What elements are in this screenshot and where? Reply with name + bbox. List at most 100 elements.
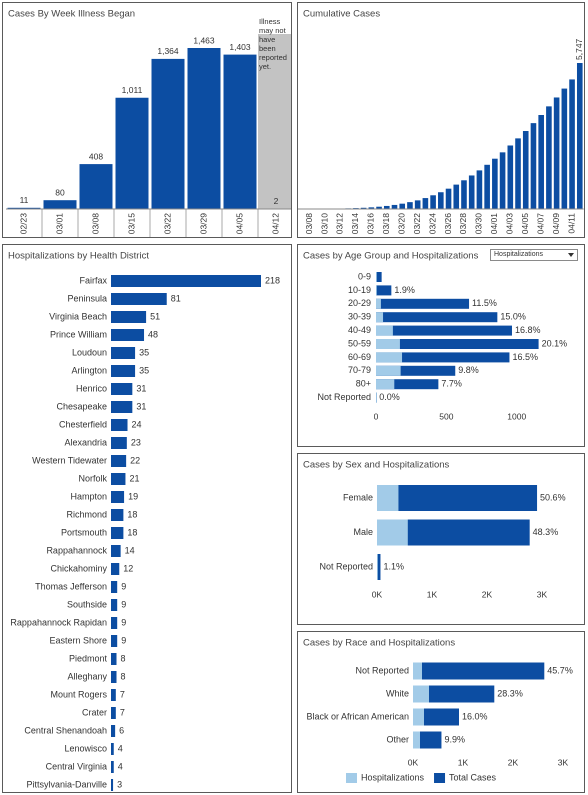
bar	[115, 97, 149, 209]
y-tick-label: Eastern Shore	[49, 635, 107, 645]
bar	[111, 293, 167, 305]
bar	[376, 206, 382, 209]
chart-title: Cases by Age Group and Hospitalizations	[303, 251, 479, 262]
x-tick-label: 3K	[558, 757, 569, 767]
bar	[223, 54, 257, 209]
bar	[569, 79, 575, 209]
y-tick-label: Fairfax	[79, 275, 107, 285]
bar	[546, 106, 552, 209]
bar	[407, 202, 413, 209]
chart: Cumulative Cases 03/08 03/10 03/12 03/14 03/1…	[298, 9, 584, 235]
bar	[377, 485, 399, 511]
bar	[111, 491, 125, 503]
bar	[499, 152, 506, 209]
value-label: 11	[20, 195, 29, 205]
bar	[413, 662, 422, 680]
share-label: 0.0%	[379, 392, 400, 402]
y-tick-label: Western Tidewater	[32, 455, 107, 465]
share-label: 9.8%	[458, 365, 479, 375]
bar	[468, 175, 475, 209]
bar	[553, 97, 560, 209]
bar	[376, 298, 381, 309]
x-tick-label: 04/07	[535, 213, 545, 235]
shaded-region	[258, 34, 291, 209]
y-tick-label: 40-49	[348, 325, 371, 335]
value-label: 14	[125, 545, 135, 555]
bar	[111, 419, 128, 431]
x-tick-label: 500	[439, 411, 453, 421]
x-tick-label: 03/12	[335, 213, 345, 235]
x-tick-label: 2K	[508, 757, 519, 767]
chart-title: Cases By Week Illness Began	[8, 9, 135, 20]
x-tick-label: 03/20	[396, 213, 406, 235]
value-label: 48	[148, 329, 158, 339]
bar	[376, 272, 382, 282]
share-label: 1.9%	[394, 285, 415, 295]
x-tick-label: 1000	[507, 411, 526, 421]
panel: Cases by Age Group and Hospitalizations 0…	[297, 244, 585, 447]
value-label: 81	[171, 293, 181, 303]
bar	[453, 184, 460, 209]
bar	[111, 779, 114, 791]
bar	[111, 581, 118, 593]
bar	[376, 325, 512, 336]
y-tick-label: Not Reported	[317, 392, 371, 402]
bar	[111, 599, 118, 611]
bar	[7, 207, 41, 209]
share-label: 7.7%	[441, 379, 462, 389]
panel: Cases by Race and Hospitalizations Not Re…	[297, 631, 585, 793]
dropdown-label[interactable]: Hospitalizations	[494, 251, 544, 258]
x-tick-label: 03/08	[90, 213, 100, 235]
bar	[413, 731, 442, 749]
x-tick-label: 03/10	[319, 213, 329, 235]
bar	[484, 164, 490, 209]
bar	[111, 761, 114, 773]
bar	[445, 188, 452, 209]
value-label: 4	[118, 743, 123, 753]
value-label: 8	[121, 653, 126, 663]
y-tick-label: 30-39	[348, 312, 371, 322]
bar	[376, 379, 395, 390]
bar	[368, 207, 375, 209]
x-tick-label: 03/30	[474, 213, 484, 235]
dropdown-arrow[interactable]	[568, 253, 574, 257]
value-label: 22	[130, 455, 140, 465]
value-label: 1,011	[122, 85, 143, 95]
dropdown[interactable]: Hospitalizations	[490, 249, 578, 261]
bar	[111, 455, 127, 467]
value-label: 19	[128, 491, 138, 501]
bar	[111, 329, 145, 341]
bar	[111, 275, 261, 287]
share-label: 11.5%	[472, 298, 497, 308]
bar	[377, 519, 408, 546]
value-label: 4	[118, 761, 123, 771]
x-tick-label: 2K	[482, 589, 493, 599]
y-tick-label: 10-19	[348, 285, 371, 295]
bar	[530, 123, 537, 209]
value-label: 9	[121, 581, 126, 591]
bar	[111, 707, 116, 719]
share-label: 16.0%	[462, 711, 488, 721]
value-label: 5,747	[574, 38, 584, 60]
y-tick-label: Not Reported	[319, 561, 373, 571]
x-tick-label: 0	[374, 411, 379, 421]
x-tick-label: 04/05	[520, 213, 530, 235]
x-tick-label: 04/11	[566, 213, 576, 234]
y-tick-label: Southside	[67, 599, 107, 609]
y-tick-label: White	[386, 688, 409, 698]
chart-title: Cumulative Cases	[303, 9, 380, 20]
bar	[111, 527, 124, 539]
bar	[376, 365, 456, 376]
chart-title: Cases by Race and Hospitalizations	[303, 638, 455, 649]
y-tick-label: Lenowisco	[64, 743, 107, 753]
bar	[111, 617, 118, 629]
y-tick-label: Female	[343, 492, 373, 502]
bar	[111, 365, 136, 377]
bar	[43, 200, 77, 209]
y-tick-label: Pittsylvania-Danville	[26, 779, 107, 789]
value-label: 1,364	[157, 46, 179, 56]
bar	[111, 671, 117, 683]
legend-label: Total Cases	[449, 772, 497, 782]
bar	[111, 437, 127, 449]
value-label: 1,463	[193, 35, 215, 45]
